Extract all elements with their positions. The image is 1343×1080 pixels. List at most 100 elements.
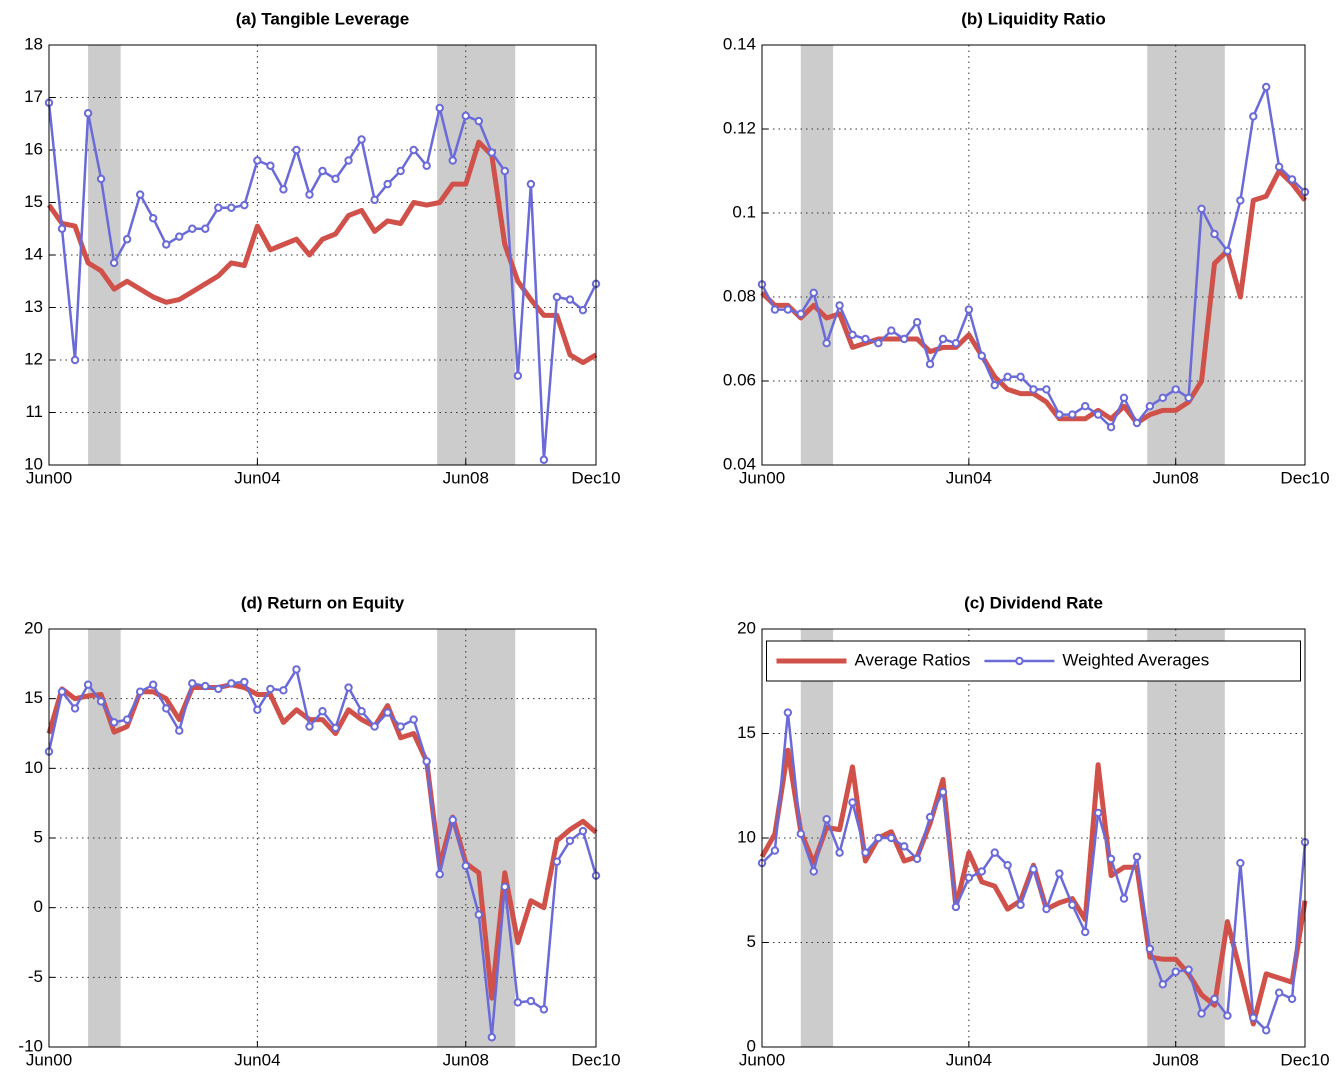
point-marker — [344, 683, 353, 692]
point-marker — [331, 174, 340, 184]
recession-shade — [437, 45, 516, 465]
point-marker — [925, 812, 935, 822]
y-tick-label: 0.14 — [723, 34, 756, 53]
axes-box — [761, 628, 1306, 1048]
x-tick-label: Jun00 — [26, 1050, 72, 1069]
point-marker — [565, 295, 575, 304]
point-marker — [305, 722, 314, 731]
point-marker — [539, 455, 549, 464]
y-tick-label: 10 — [737, 827, 756, 846]
x-tick-label: Jun04 — [234, 1050, 280, 1069]
point-marker — [396, 166, 405, 176]
point-marker — [1145, 944, 1155, 953]
point-marker — [409, 715, 418, 724]
y-tick-label: 20 — [24, 618, 43, 637]
point-marker — [253, 705, 262, 715]
point-marker — [578, 826, 588, 836]
point-marker — [1068, 900, 1077, 910]
point-marker — [1197, 204, 1206, 214]
point-marker — [1042, 904, 1051, 914]
point-marker — [109, 258, 119, 268]
point-marker — [422, 161, 431, 170]
x-tick-label: Dec10 — [1280, 468, 1329, 487]
point-marker — [964, 305, 974, 314]
x-tick-label: Jun00 — [739, 468, 785, 487]
point-marker — [552, 857, 562, 866]
point-marker — [990, 848, 999, 857]
point-marker — [83, 109, 93, 118]
point-marker — [809, 867, 818, 876]
point-marker — [977, 351, 986, 360]
point-marker — [964, 873, 974, 882]
point-marker — [175, 232, 184, 241]
point-marker — [1029, 385, 1038, 394]
y-tick-label: -10 — [18, 1036, 43, 1055]
chart-title: (b) Liquidity Ratio — [961, 9, 1105, 28]
point-marker — [874, 833, 883, 843]
point-marker — [1158, 980, 1167, 989]
point-marker — [344, 156, 353, 165]
point-marker — [1171, 385, 1180, 394]
point-marker — [951, 339, 961, 348]
point-marker — [1093, 410, 1103, 419]
point-marker — [370, 722, 379, 731]
point-marker — [1119, 393, 1129, 402]
y-tick-label: 12 — [24, 349, 43, 368]
point-marker — [96, 697, 106, 706]
x-tick-label: Jun08 — [443, 1050, 489, 1069]
point-marker — [292, 665, 301, 674]
point-marker — [474, 116, 483, 126]
point-marker — [513, 998, 523, 1007]
point-marker — [887, 833, 896, 843]
point-marker — [770, 305, 780, 314]
point-marker — [188, 224, 197, 233]
point-marker — [500, 882, 510, 891]
y-tick-label: 5 — [747, 932, 756, 951]
legend-marker — [1015, 656, 1024, 666]
point-marker — [1042, 385, 1051, 394]
y-tick-label: 10 — [24, 454, 43, 473]
x-tick-label: Jun08 — [1153, 468, 1199, 487]
y-tick-label: 18 — [24, 34, 43, 53]
point-marker — [912, 318, 922, 327]
point-marker — [1081, 927, 1090, 937]
point-marker — [357, 135, 366, 144]
point-marker — [461, 861, 470, 871]
point-marker — [357, 707, 366, 716]
point-marker — [435, 103, 444, 113]
point-marker — [835, 301, 844, 310]
point-marker — [1003, 860, 1012, 870]
point-marker — [227, 203, 236, 212]
point-marker — [240, 677, 249, 687]
point-marker — [1132, 852, 1142, 862]
point-marker — [1287, 994, 1297, 1004]
y-tick-label: 0.06 — [723, 370, 756, 389]
point-marker — [925, 360, 935, 369]
point-marker — [57, 687, 67, 696]
x-tick-label: Jun04 — [946, 1050, 992, 1069]
point-marker — [526, 179, 536, 189]
point-marker — [240, 200, 249, 210]
y-tick-label: 0.04 — [723, 454, 756, 473]
point-marker — [461, 111, 470, 121]
x-tick-label: Dec10 — [571, 468, 620, 487]
point-marker — [500, 166, 510, 176]
point-marker — [1016, 900, 1025, 910]
point-marker — [1197, 1009, 1206, 1018]
point-marker — [783, 708, 793, 717]
panel: (d) Return on Equity -10 -5 0 5 10 15 20 Jun00 Ju… — [18, 593, 620, 1069]
point-marker — [201, 224, 210, 233]
point-marker — [977, 867, 986, 876]
point-marker — [1055, 410, 1064, 419]
point-marker — [214, 203, 223, 212]
point-marker — [331, 723, 340, 733]
point-marker — [305, 190, 314, 199]
panel: (a) Tangible Leverage 10 11 12 13 14 15 16 17 18 J… — [24, 9, 620, 487]
point-marker — [435, 870, 444, 879]
point-marker — [292, 145, 301, 155]
series-line — [760, 168, 1307, 426]
point-marker — [448, 156, 457, 165]
point-marker — [1093, 808, 1103, 818]
point-marker — [266, 684, 275, 694]
